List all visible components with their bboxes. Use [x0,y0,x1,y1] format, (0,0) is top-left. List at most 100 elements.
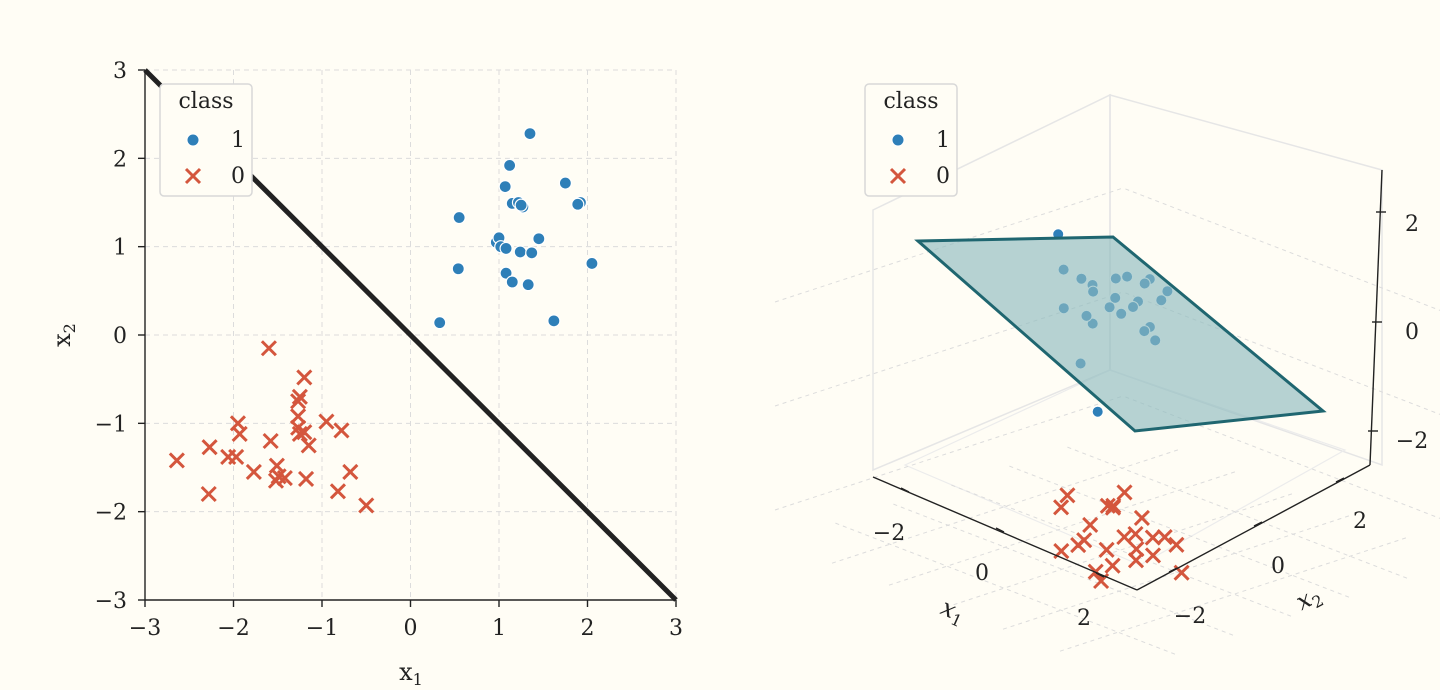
data-point-3d-class-0 [1053,499,1070,516]
x1-axis-label-3d: x1 [935,593,969,631]
x-tick-label: −1 [306,616,338,641]
x2-tick-label-3d: 2 [1353,509,1367,534]
z-tick-label-3d: 0 [1405,320,1419,345]
data-point-class-1 [532,232,546,246]
x2-tick-mark-3d [1168,567,1178,573]
data-point-class-0 [291,388,308,405]
data-point-3d-class-0 [1104,557,1121,574]
z-tick-label-3d: 2 [1405,212,1419,237]
y-tick-label: −2 [95,501,127,526]
data-point-class-1 [523,127,537,141]
data-point-class-0 [231,425,248,442]
grid-3d-wall [774,395,1124,511]
x2-tick-mark-3d [1253,521,1263,527]
data-point-class-1 [499,241,513,256]
y-tick-label: −1 [95,412,127,437]
data-point-class-0 [245,463,262,480]
grid-3d-wall [774,187,1124,303]
x1-tick-mark-3d [900,487,910,493]
x1-tick-mark-3d [1095,572,1105,578]
data-point-class-0 [296,424,313,441]
x-tick-label: 1 [492,616,506,641]
data-point-3d-class-0 [1059,487,1076,504]
data-point-class-1 [513,245,527,259]
x1-tick-mark-3d [995,527,1005,533]
data-point-class-0 [318,413,335,430]
grid-3d-floor [1059,536,1409,652]
x-tick-label: −2 [217,616,249,641]
x1-tick-label-3d: 0 [975,561,989,586]
series-class-0 [168,340,375,514]
data-point-class-1 [499,266,513,280]
x2-tick-label-3d: −2 [1174,604,1206,629]
legend-title: class [178,89,233,114]
data-point-3d-class-0 [1156,529,1173,546]
ticks-2d: −3 −2 −1 0 1 2 3 −3 −2 −1 0 1 2 3 [95,59,683,641]
grid-3d-floor [1064,445,1408,579]
x-tick-label: −3 [129,616,161,641]
legend-2d: class 1 0 [159,83,253,197]
grid-3d-wall [1122,187,1440,311]
y-tick-label: 0 [113,324,127,349]
data-point-class-0 [300,437,317,454]
legend-label-class-0-3d: 0 [936,164,950,189]
grid-3d-floor [948,483,1292,617]
data-point-3d-class-0 [1105,497,1122,514]
legend-label-class-1: 1 [231,128,245,153]
x2-axis-label-3d: x2 [1291,580,1327,619]
data-point-class-0 [262,432,279,450]
data-point-class-0 [228,448,245,465]
data-point-class-0 [333,422,350,439]
data-point-3d-class-0 [1144,547,1162,564]
data-point-class-1 [514,198,528,212]
data-point-3d-class-0 [1128,541,1145,558]
data-point-3d-class-0 [1116,484,1133,501]
legend-title-3d: class [883,89,938,114]
legend-marker-class-0-3d [889,167,907,185]
panel-3d-scatter: −2 0 2 −2 0 2 −2 0 2 x1 x2 class 1 0 [774,83,1440,655]
x1-axis-3d [872,476,1138,591]
y-tick-label: 1 [113,236,127,261]
data-point-class-0 [329,483,346,500]
ticks-3d: −2 0 2 −2 0 2 −2 0 2 [873,211,1428,631]
x-tick-label: 0 [404,616,418,641]
data-point-3d-class-0 [1099,497,1116,514]
data-point-class-0 [200,485,217,503]
data-point-3d-class-0 [1082,516,1099,533]
data-point-class-1 [498,180,512,194]
data-point-class-1 [505,275,519,289]
x1-tick-label-3d: 2 [1077,606,1091,631]
data-point-class-0 [298,470,315,488]
series-class-1 [433,127,599,330]
pane-floor [903,369,1347,566]
data-point-class-0 [168,452,185,469]
data-point-class-1 [521,278,535,292]
y-tick-label: 3 [113,59,127,84]
x-tick-label: 2 [581,616,595,641]
y-tick-label: −3 [95,589,127,614]
data-point-3d-class-0 [1127,525,1144,543]
x-axis-label: x1 [399,658,423,689]
grid-3d-floor [945,492,1295,608]
data-point-3d-class-0 [1116,528,1133,546]
data-point-class-1 [547,314,561,328]
data-point-class-0 [260,340,277,357]
data-point-3d-class-0 [1070,537,1087,554]
legend-3d: class 1 0 [864,83,958,197]
data-point-class-0 [201,439,218,456]
data-point-class-1 [525,246,539,260]
separating-plane [914,235,1327,433]
data-point-class-0 [291,425,308,442]
legend-marker-class-1-3d [891,133,905,147]
grid-3d-floor [832,521,1176,655]
grid-3d-floor [1006,464,1350,598]
data-point-class-0 [276,470,293,487]
panel-2d-scatter: −3 −2 −1 0 1 2 3 −3 −2 −1 0 1 2 3 x1 x2 class 1 0 [48,59,683,689]
grid-3d-floor [888,470,1238,586]
data-point-class-0 [267,472,285,489]
x2-tick-mark-3d [1335,477,1345,483]
legend-box-3d [864,83,958,197]
data-point-class-0 [358,497,375,514]
series3d-class-0 [1053,484,1190,590]
